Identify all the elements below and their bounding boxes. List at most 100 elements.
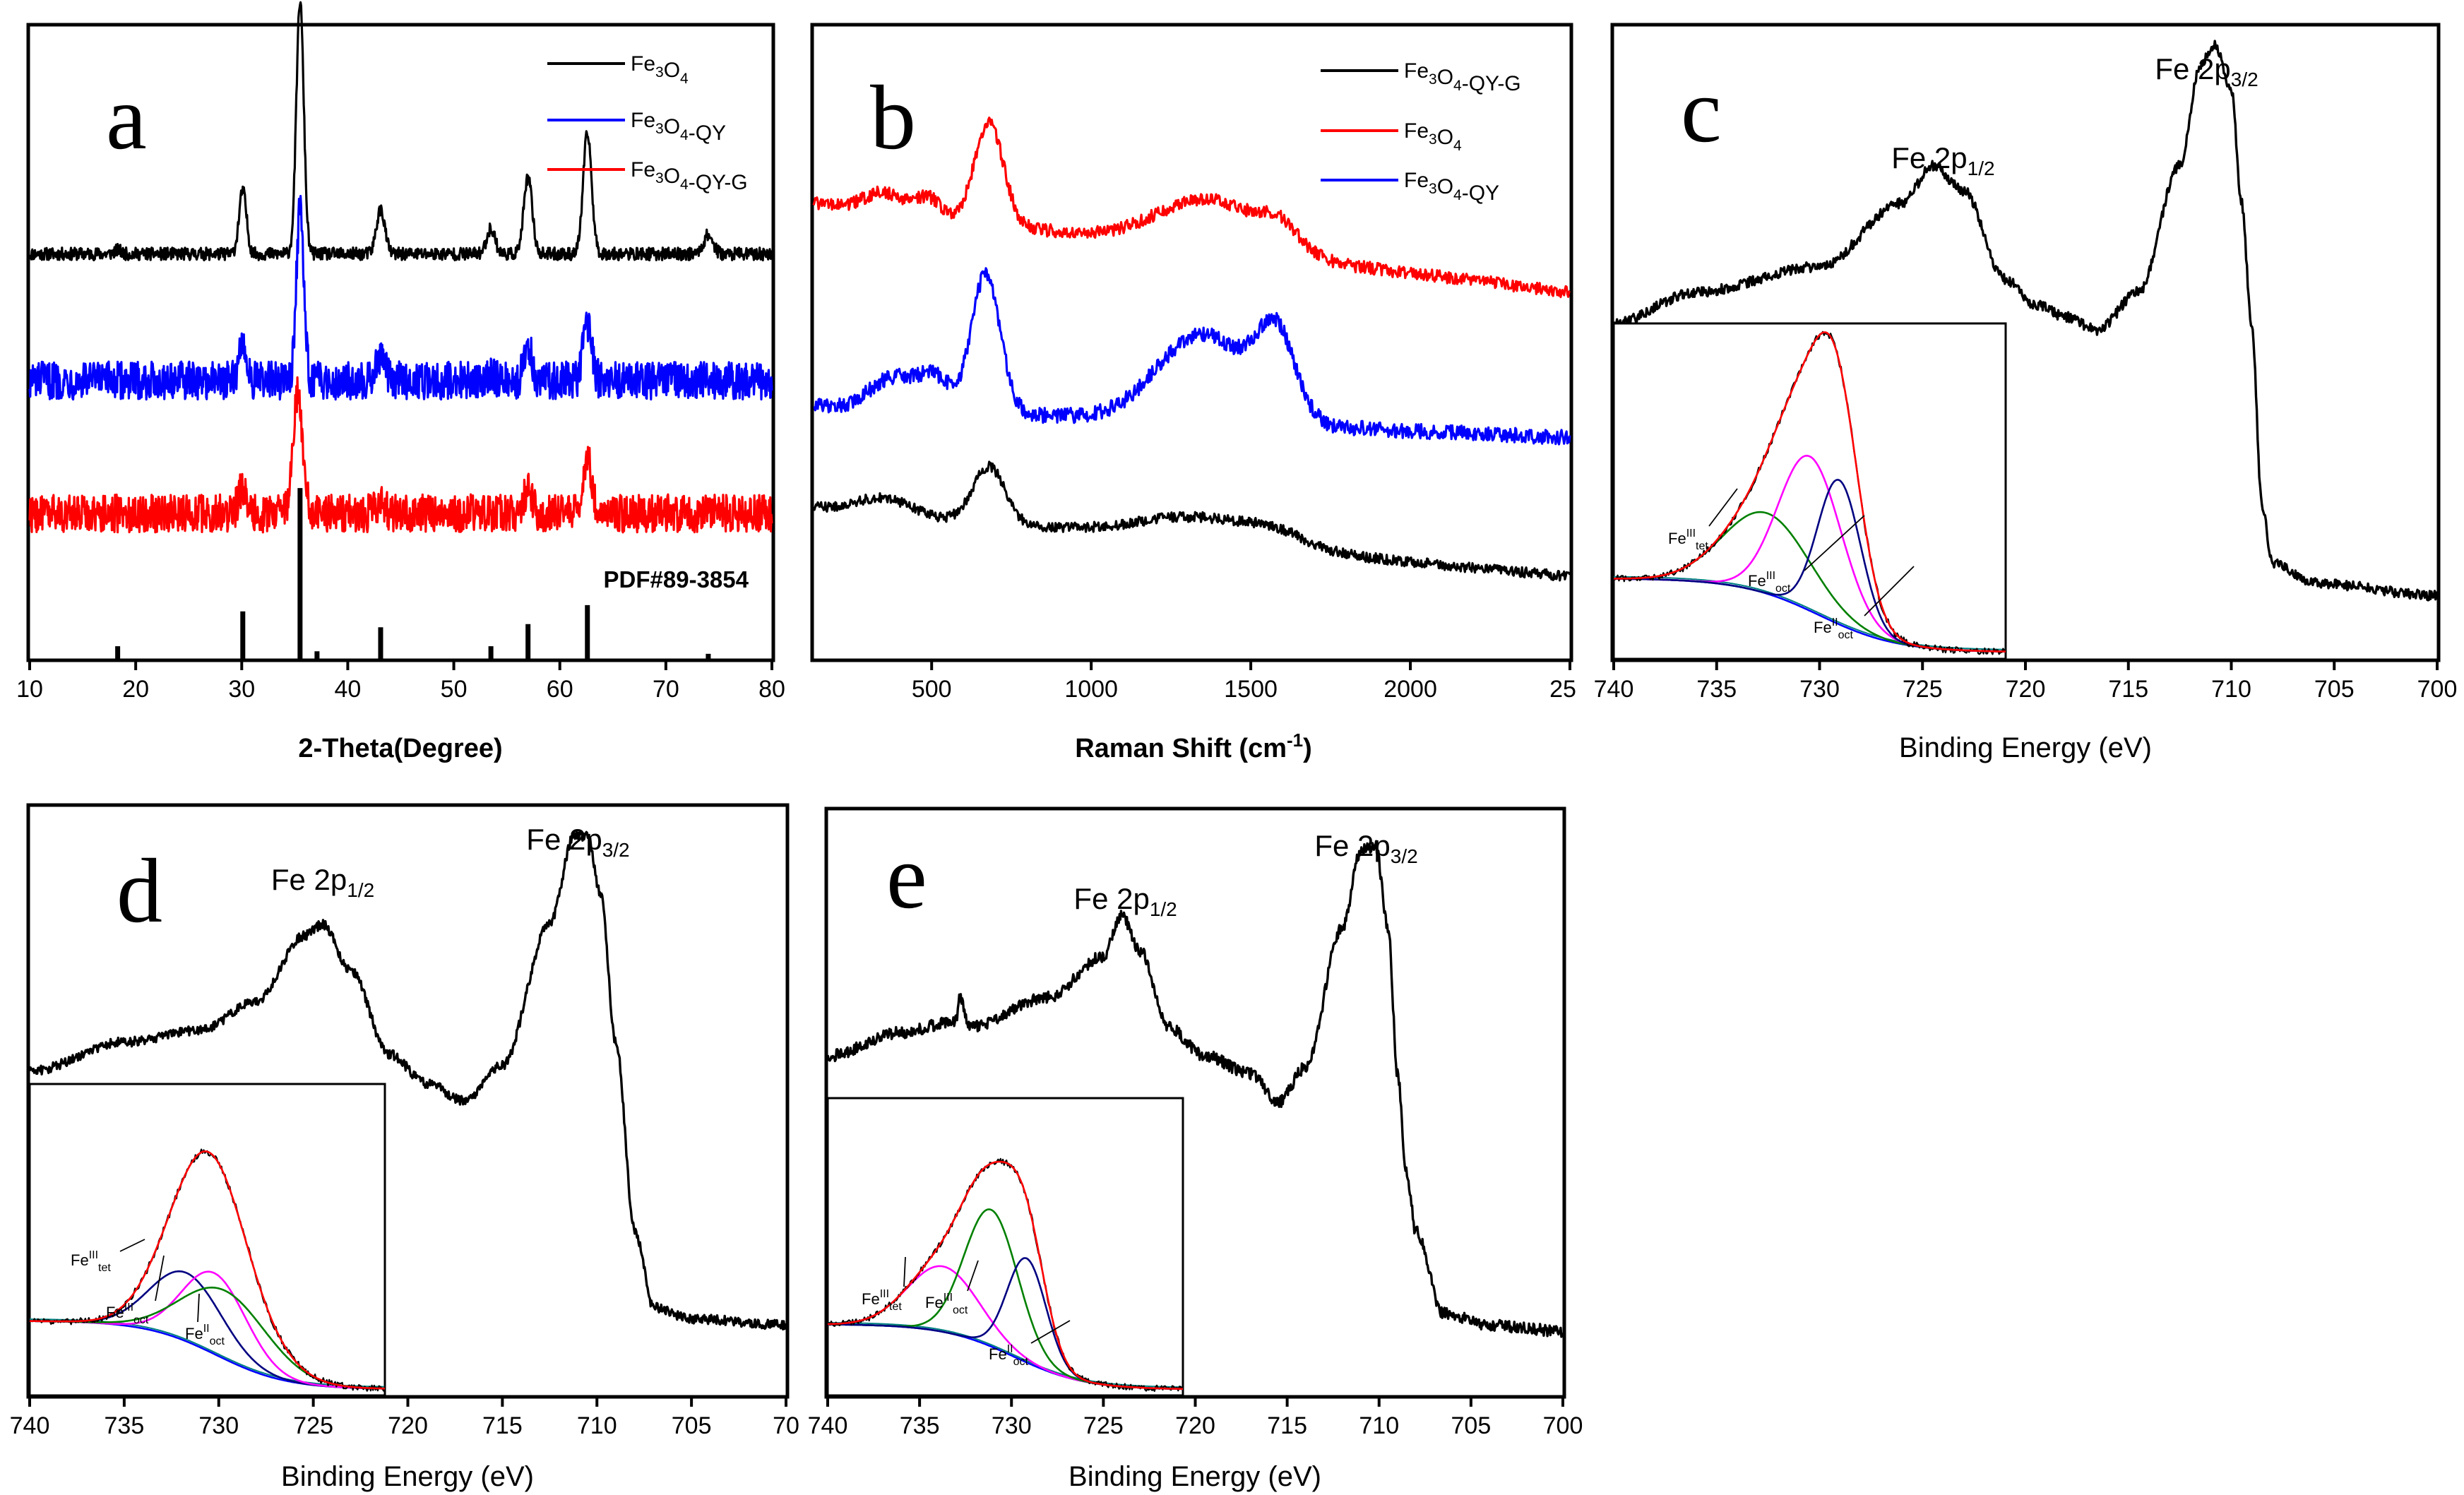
panel-e-spectrum-line — [826, 840, 1564, 1338]
panel-e-inset-pointer — [1030, 1320, 1071, 1344]
panel-b-tick-label: 1000 — [1064, 676, 1118, 703]
panel-a-series-line — [28, 376, 773, 534]
panel-d-peak-label: Fe 2p3/2 — [526, 823, 629, 861]
panel-a-legend-entry-label: Fe3O4-QY-G — [631, 158, 748, 194]
panel-d-tick-label: 705 — [672, 1412, 712, 1439]
panel-e-letter: e — [886, 826, 927, 928]
panel-d-inset-label: FeIIIoct — [106, 1302, 149, 1326]
panel-d-inset-pointer — [197, 1293, 200, 1323]
panel-a-legend-entry-label: Fe3O4 — [631, 52, 689, 87]
panel-a-xrd-chart: a PDF#89-3854 Fe3O4 Fe3O4-QY Fe3O4-QY-G 10… — [16, 1, 785, 763]
panel-d-peak-labels: Fe 2p1/2 Fe 2p3/2 — [271, 823, 630, 901]
panel-a-legend-entry-label: Fe3O4-QY — [631, 109, 726, 145]
panel-b-raman-chart: b Fe3O4-QY-G Fe3O4 Fe3O4-QY 500 1000 1500 200… — [810, 23, 1576, 763]
panel-d-tick-label: 725 — [293, 1412, 333, 1439]
panel-b-tick-label: 1500 — [1224, 676, 1278, 703]
panel-a-tick-label: 20 — [122, 676, 149, 703]
panel-c-tick-label: 735 — [1696, 676, 1737, 703]
panel-c-inset-pointer — [1804, 515, 1865, 571]
panel-a-tick-label: 10 — [16, 676, 43, 703]
panel-e-xps-chart: e Fe 2p1/2 Fe 2p3/2 FeIIItet FeIIIoct FeIIo… — [808, 806, 1583, 1492]
panel-c-inset-frame — [1612, 322, 2007, 660]
panel-a-tick-label: 30 — [228, 676, 255, 703]
panel-c-tick-label: 710 — [2211, 676, 2251, 703]
panel-b-tick-label: 2000 — [1383, 676, 1437, 703]
panel-d-tick-label: 710 — [577, 1412, 617, 1439]
panel-a-reference-sticks — [115, 488, 711, 659]
panel-e-peak-labels: Fe 2p1/2 Fe 2p3/2 — [1073, 829, 1417, 920]
panel-b-tick-label: 25 — [1549, 676, 1576, 703]
panel-e-peak-label: Fe 2p3/2 — [1314, 829, 1417, 867]
panel-c-peak-label: Fe 2p1/2 — [1891, 141, 1994, 179]
panel-b-letter: b — [870, 67, 916, 169]
panel-b-legend: Fe3O4-QY-G Fe3O4 Fe3O4-QY — [1321, 59, 1521, 205]
panel-c-x-ticks: 740 735 730 725 720 715 710 705 700 — [1594, 660, 2457, 703]
panel-a-legend: Fe3O4 Fe3O4-QY Fe3O4-QY-G — [547, 52, 748, 194]
panel-e-inset-pointer — [903, 1256, 906, 1287]
panel-b-series-line — [813, 267, 1571, 446]
panel-d-inset-frame — [28, 1083, 386, 1397]
panel-c-inset-label: FeIIItet — [1668, 528, 1708, 552]
panel-b-legend-entry-label: Fe3O4-QY-G — [1404, 59, 1521, 95]
panel-a-tick-label: 80 — [758, 676, 785, 703]
panel-b-frame — [810, 23, 1573, 662]
panel-e-tick-label: 730 — [992, 1412, 1032, 1439]
panel-c-spectrum-line — [1613, 40, 2439, 602]
panel-c-peak-labels: Fe 2p1/2 Fe 2p3/2 — [1891, 52, 2258, 179]
panel-e-x-axis-label: Binding Energy (eV) — [1069, 1461, 1321, 1492]
panel-c-letter: c — [1681, 60, 1722, 162]
panel-e-tick-label: 705 — [1451, 1412, 1492, 1439]
panel-b-series-line — [812, 460, 1571, 582]
panel-b-x-ticks: 500 1000 1500 2000 25 — [912, 660, 1576, 703]
panel-d-inset-envelope-line — [30, 1150, 386, 1390]
panel-d-tick-label: 715 — [482, 1412, 523, 1439]
panel-a-series-line — [29, 1, 773, 262]
panel-e-tick-label: 725 — [1083, 1412, 1124, 1439]
panel-d-tick-label: 740 — [10, 1412, 50, 1439]
panel-a-x-ticks: 10 20 30 40 50 60 70 80 — [16, 660, 785, 703]
panel-e-inset-envelope-line — [827, 1160, 1183, 1390]
panel-d-spectrum-line — [28, 830, 787, 1331]
panel-c-inset-label: FeIIIoct — [1748, 570, 1791, 595]
panel-e-tick-label: 720 — [1175, 1412, 1215, 1439]
panel-d-spectrum — [28, 830, 787, 1331]
panel-b-series — [812, 117, 1571, 582]
panel-d-inset-pointer — [119, 1239, 145, 1252]
panel-b-x-axis-label: Raman Shift (cm-1) — [1075, 729, 1312, 763]
panel-e-inset-label: FeIIoct — [989, 1343, 1028, 1368]
panel-e-inset-label: FeIIItet — [862, 1288, 902, 1313]
panel-e-tick-label: 735 — [900, 1412, 940, 1439]
panel-a-letter: a — [106, 67, 147, 169]
panel-e-x-ticks: 740 735 730 725 720 715 710 705 700 — [808, 1397, 1583, 1439]
panel-e-tick-label: 740 — [808, 1412, 848, 1439]
panel-d-inset-pointer — [155, 1255, 165, 1302]
panel-d-peak-label: Fe 2p1/2 — [271, 863, 374, 901]
panel-a-tick-label: 40 — [335, 676, 362, 703]
panel-b-legend-entry-label: Fe3O4-QY — [1404, 169, 1499, 205]
panel-a-tick-label: 50 — [441, 676, 468, 703]
panel-d-inset-label: FeIIItet — [71, 1249, 111, 1274]
panel-c-tick-label: 740 — [1594, 676, 1634, 703]
panel-e-tick-label: 710 — [1359, 1412, 1399, 1439]
panel-d-inset: FeIIItet FeIIIoct FeIIoct — [28, 1083, 386, 1397]
panel-e-inset-pointer — [967, 1260, 979, 1292]
panel-d-x-axis-label: Binding Energy (eV) — [281, 1461, 534, 1492]
panel-d-tick-label: 735 — [105, 1412, 145, 1439]
panel-c-tick-label: 705 — [2314, 676, 2355, 703]
panel-a-frame — [26, 23, 775, 662]
panel-d-letter: d — [117, 840, 162, 942]
panel-e-tick-label: 715 — [1267, 1412, 1307, 1439]
panel-c-xps-chart: c Fe 2p1/2 Fe 2p3/2 FeIIItet FeIIIoct FeIIo… — [1594, 23, 2457, 763]
panel-e-inset-frame — [826, 1097, 1184, 1397]
panel-d-tick-label: 730 — [198, 1412, 239, 1439]
panel-c-inset-pointer — [1708, 488, 1738, 527]
panel-e-tick-label: 700 — [1543, 1412, 1583, 1439]
panel-a-tick-label: 70 — [653, 676, 679, 703]
panel-b-tick-label: 500 — [912, 676, 952, 703]
panel-a-tick-label: 60 — [547, 676, 573, 703]
panel-e-inset: FeIIItet FeIIIoct FeIIoct — [826, 1097, 1184, 1397]
panel-d-inset-label: FeIIoct — [185, 1323, 225, 1347]
panel-a-pdf-annotation: PDF#89-3854 — [604, 566, 749, 592]
panel-d-tick-label: 720 — [388, 1412, 428, 1439]
